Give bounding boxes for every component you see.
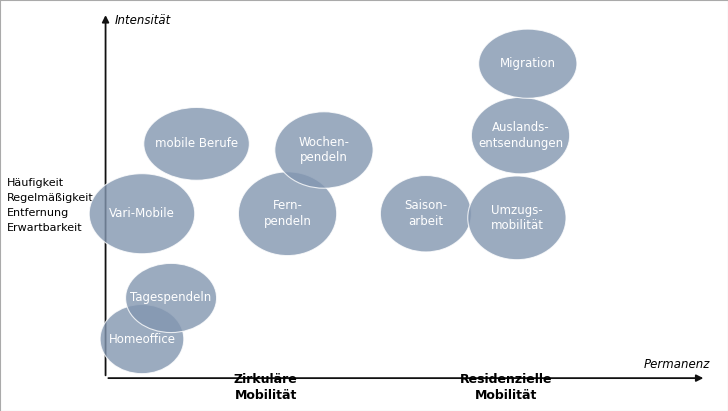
- Text: Umzugs-
mobilität: Umzugs- mobilität: [491, 203, 543, 232]
- Ellipse shape: [472, 97, 569, 174]
- Text: Migration: Migration: [500, 57, 555, 70]
- Text: Homeoffice: Homeoffice: [108, 332, 175, 346]
- Text: Residenzielle
Mobilität: Residenzielle Mobilität: [459, 373, 553, 402]
- Text: Wochen-
pendeln: Wochen- pendeln: [298, 136, 349, 164]
- Text: Saison-
arbeit: Saison- arbeit: [404, 199, 448, 228]
- Text: Auslands-
entsendungen: Auslands- entsendungen: [478, 121, 563, 150]
- Text: Zirkuläre
Mobilität: Zirkuläre Mobilität: [234, 373, 298, 402]
- Text: Permanenz: Permanenz: [644, 358, 710, 371]
- Ellipse shape: [381, 175, 472, 252]
- Text: Häufigkeit
Regelmäßigkeit
Entfernung
Erwartbarkeit: Häufigkeit Regelmäßigkeit Entfernung Erw…: [7, 178, 94, 233]
- Ellipse shape: [239, 172, 337, 256]
- Text: Intensität: Intensität: [114, 14, 170, 28]
- Text: Vari-Mobile: Vari-Mobile: [109, 207, 175, 220]
- Ellipse shape: [144, 107, 249, 180]
- Ellipse shape: [468, 176, 566, 260]
- Text: mobile Berufe: mobile Berufe: [155, 137, 238, 150]
- Text: Tagespendeln: Tagespendeln: [130, 291, 212, 305]
- Ellipse shape: [479, 29, 577, 98]
- Ellipse shape: [125, 263, 217, 332]
- Ellipse shape: [90, 174, 195, 254]
- Ellipse shape: [100, 305, 183, 374]
- Text: Fern-
pendeln: Fern- pendeln: [264, 199, 312, 228]
- Ellipse shape: [275, 112, 373, 188]
